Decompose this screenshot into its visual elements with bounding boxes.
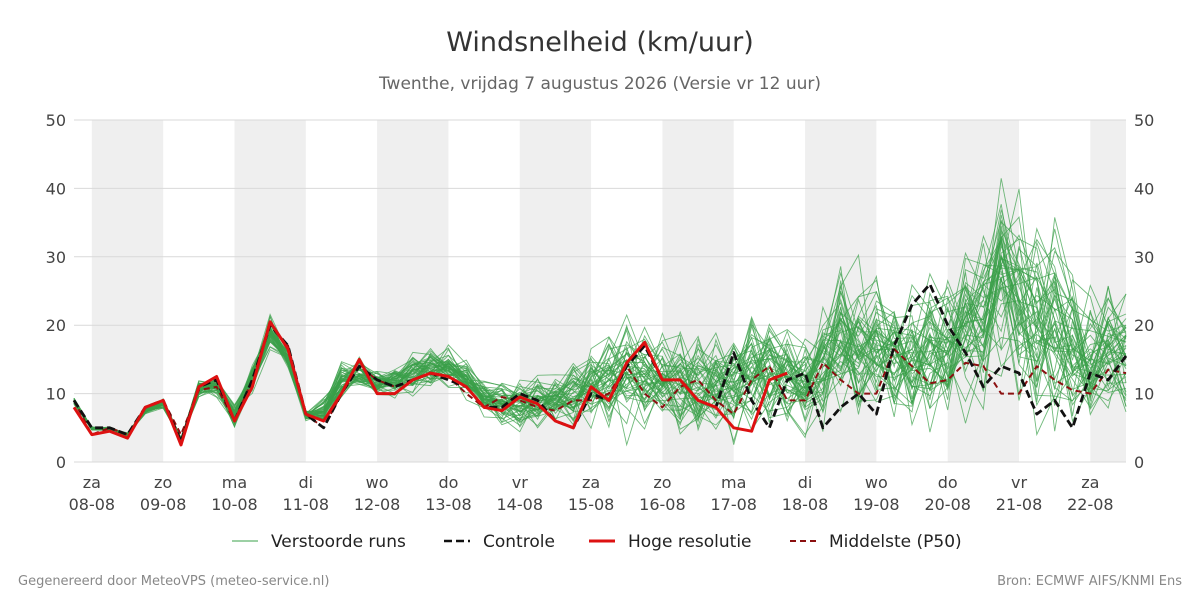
x-tick-day-8: zo (653, 473, 671, 492)
x-tick-day-1: zo (154, 473, 172, 492)
legend-label-ensemble: Verstoorde runs (271, 532, 406, 552)
x-tick-day-10: di (798, 473, 813, 492)
y-axis-left: 0 10 20 30 40 50 (46, 111, 66, 472)
x-tick-date-14: 22-08 (1067, 495, 1114, 514)
ensemble-member-49 (73, 240, 1127, 442)
y-tick-left-20: 20 (46, 316, 66, 335)
shaded-band-7 (1090, 120, 1126, 462)
control-line (72, 282, 1128, 443)
grid-lines (74, 119, 1126, 463)
legend-label-control: Controle (483, 532, 555, 552)
x-tick-day-9: ma (721, 473, 746, 492)
footer-source: Bron: ECMWF AIFS/KNMI Ens (997, 574, 1182, 589)
legend-label-median: Middelste (P50) (829, 532, 962, 552)
y-tick-right-40: 40 (1134, 179, 1154, 198)
x-tick-day-13: vr (1011, 473, 1027, 492)
y-tick-right-50: 50 (1134, 111, 1154, 130)
x-tick-date-11: 19-08 (853, 495, 900, 514)
footer-generator: Gegenereerd door MeteoVPS (meteo-service… (18, 574, 329, 589)
x-tick-date-8: 16-08 (639, 495, 686, 514)
x-tick-date-9: 17-08 (710, 495, 757, 514)
x-tick-day-0: za (83, 473, 101, 492)
x-tick-day-5: do (438, 473, 458, 492)
x-tick-day-12: do (938, 473, 958, 492)
x-tick-date-13: 21-08 (996, 495, 1043, 514)
y-tick-left-10: 10 (46, 385, 66, 404)
y-tick-left-40: 40 (46, 179, 66, 198)
x-tick-date-12: 20-08 (924, 495, 971, 514)
x-tick-date-2: 10-08 (211, 495, 258, 514)
x-tick-day-3: di (298, 473, 313, 492)
x-tick-date-10: 18-08 (782, 495, 829, 514)
x-tick-date-4: 12-08 (354, 495, 401, 514)
x-tick-date-7: 15-08 (568, 495, 615, 514)
main-series-lines (72, 282, 1128, 447)
legend-label-high-res: Hoge resolutie (628, 532, 752, 552)
x-tick-day-7: za (582, 473, 600, 492)
y-axis-right: 0 10 20 30 40 50 (1134, 111, 1154, 472)
chart-title: Windsnelheid (km/uur) (446, 27, 754, 58)
y-tick-left-0: 0 (56, 453, 66, 472)
x-axis: za 08-08 zo 09-08 ma 10-08 di 11-08 wo 12-08 do 13-… (69, 473, 1114, 514)
x-tick-date-1: 09-08 (140, 495, 187, 514)
x-tick-date-0: 08-08 (69, 495, 116, 514)
x-tick-date-3: 11-08 (283, 495, 330, 514)
y-tick-left-50: 50 (46, 111, 66, 130)
ensemble-member-46 (73, 214, 1127, 439)
x-tick-day-4: wo (366, 473, 389, 492)
x-tick-day-14: za (1081, 473, 1099, 492)
y-tick-right-20: 20 (1134, 316, 1154, 335)
shaded-band-1 (234, 120, 306, 462)
y-tick-right-0: 0 (1134, 453, 1144, 472)
x-tick-day-11: wo (865, 473, 888, 492)
shaded-band-2 (377, 120, 449, 462)
x-tick-date-5: 13-08 (425, 495, 472, 514)
x-tick-date-6: 14-08 (497, 495, 544, 514)
y-tick-right-30: 30 (1134, 248, 1154, 267)
x-tick-day-2: ma (222, 473, 247, 492)
chart-subtitle: Twenthe, vrijdag 7 augustus 2026 (Versie… (378, 74, 821, 94)
y-tick-left-30: 30 (46, 248, 66, 267)
legend: Verstoorde runs Controle Hoge resolutie … (232, 532, 962, 552)
high-resolution-line (72, 320, 788, 447)
x-tick-day-6: vr (512, 473, 528, 492)
y-tick-right-10: 10 (1134, 385, 1154, 404)
